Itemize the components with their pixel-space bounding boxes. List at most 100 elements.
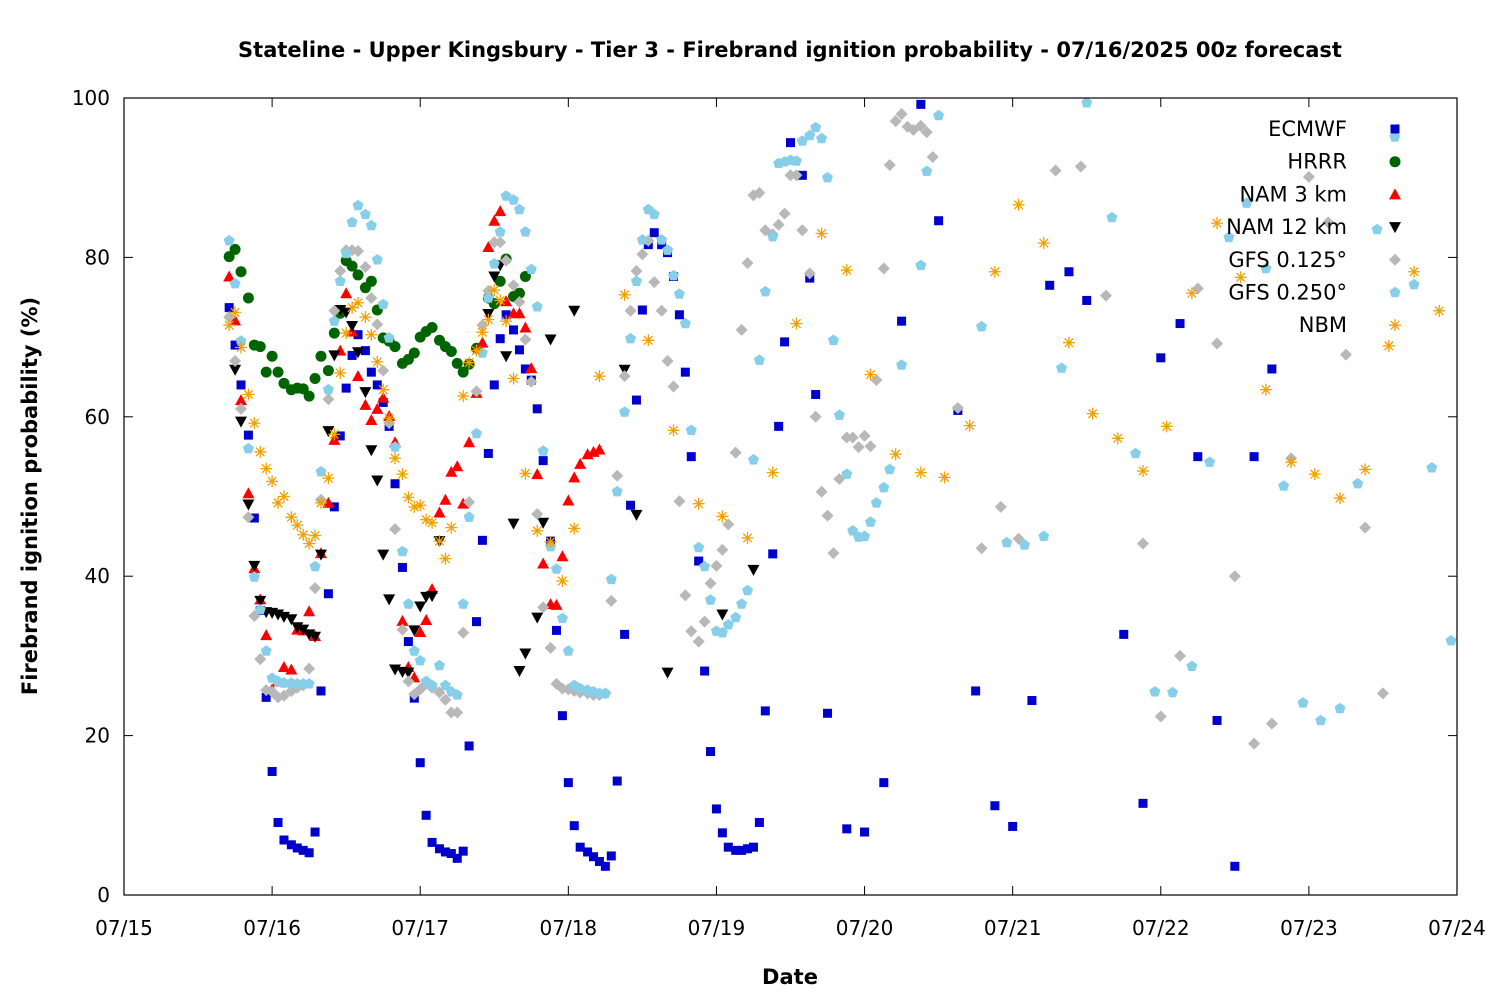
data-point <box>693 541 705 553</box>
data-point <box>1359 521 1372 534</box>
data-point <box>860 827 870 837</box>
data-point <box>514 345 524 355</box>
data-point <box>811 389 821 399</box>
data-point <box>916 99 926 109</box>
data-point <box>606 851 616 861</box>
data-point <box>389 523 402 536</box>
data-point <box>433 506 446 518</box>
data-point <box>470 344 483 357</box>
data-point <box>463 436 476 448</box>
data-point <box>260 462 273 475</box>
data-point <box>841 468 853 479</box>
data-point <box>365 275 377 287</box>
data-point <box>1456 416 1457 418</box>
x-tick-label: 07/22 <box>1132 916 1190 940</box>
data-point <box>605 594 618 607</box>
x-tick-label: 07/18 <box>540 916 598 940</box>
data-point <box>303 537 316 550</box>
data-point <box>938 471 951 484</box>
data-point <box>248 417 261 430</box>
data-point <box>494 236 507 249</box>
data-point <box>488 214 501 226</box>
data-point <box>457 598 469 609</box>
data-point <box>1315 714 1327 726</box>
x-tick-label: 07/16 <box>243 916 301 940</box>
data-point <box>495 334 505 344</box>
data-point <box>525 375 538 388</box>
data-point <box>285 663 298 675</box>
data-point <box>1433 304 1446 317</box>
data-point <box>673 288 685 299</box>
series-layer <box>223 98 1457 871</box>
data-point <box>396 468 409 481</box>
data-point <box>1167 686 1179 698</box>
data-point <box>637 305 647 315</box>
data-point <box>557 711 567 721</box>
data-point <box>963 419 976 432</box>
data-point <box>630 275 642 286</box>
data-point <box>223 319 236 332</box>
data-point <box>551 563 562 574</box>
data-point <box>1285 456 1298 469</box>
data-point <box>372 380 382 390</box>
data-point <box>551 625 561 635</box>
data-point <box>583 847 593 857</box>
data-point <box>1211 337 1224 350</box>
data-point <box>359 387 372 399</box>
data-point <box>235 266 247 278</box>
data-point <box>1359 463 1372 476</box>
data-point <box>439 693 452 706</box>
data-point <box>1119 629 1129 639</box>
data-point <box>1297 697 1309 708</box>
data-point <box>1106 211 1118 223</box>
data-point <box>279 835 289 845</box>
data-point <box>618 288 631 301</box>
data-point <box>804 129 816 141</box>
data-point <box>408 645 420 656</box>
data-point <box>630 264 643 277</box>
data-point <box>574 457 587 469</box>
data-point <box>550 598 563 610</box>
data-point <box>371 475 384 487</box>
data-point <box>1019 539 1030 550</box>
data-point <box>445 521 458 534</box>
data-point <box>743 844 753 854</box>
data-point <box>1382 339 1395 352</box>
data-point <box>328 304 341 317</box>
data-point <box>716 510 729 523</box>
data-point <box>655 304 668 317</box>
data-point <box>322 393 335 406</box>
data-point <box>1160 420 1173 433</box>
data-point <box>1228 570 1241 583</box>
x-tick-label: 07/24 <box>1428 916 1486 940</box>
data-point <box>589 852 599 862</box>
data-point <box>1248 737 1261 750</box>
data-point <box>494 205 507 217</box>
data-point <box>1174 649 1187 662</box>
data-point <box>254 341 266 353</box>
legend-marker <box>1389 156 1401 168</box>
data-point <box>414 601 427 613</box>
data-point <box>322 472 335 485</box>
data-point <box>842 824 852 834</box>
data-point <box>895 107 908 120</box>
data-point <box>494 275 506 287</box>
data-point <box>975 542 988 555</box>
data-point <box>648 276 661 289</box>
data-point <box>907 123 920 136</box>
data-point <box>483 448 493 458</box>
data-point <box>402 598 414 609</box>
data-point <box>642 334 655 347</box>
axes-layer: 07/15 07/16 07/17 07/18 07/19 07/20 07/21 07/22… <box>72 86 1486 940</box>
data-point <box>531 508 544 521</box>
data-point <box>759 285 771 297</box>
chart-title: Stateline - Upper Kingsbury - Tier 3 - F… <box>238 38 1342 62</box>
data-point <box>397 562 407 572</box>
data-point <box>1302 170 1315 183</box>
data-point <box>415 758 425 768</box>
data-point <box>242 292 254 304</box>
data-point <box>656 234 668 245</box>
data-point <box>833 472 846 485</box>
data-point <box>531 468 544 480</box>
